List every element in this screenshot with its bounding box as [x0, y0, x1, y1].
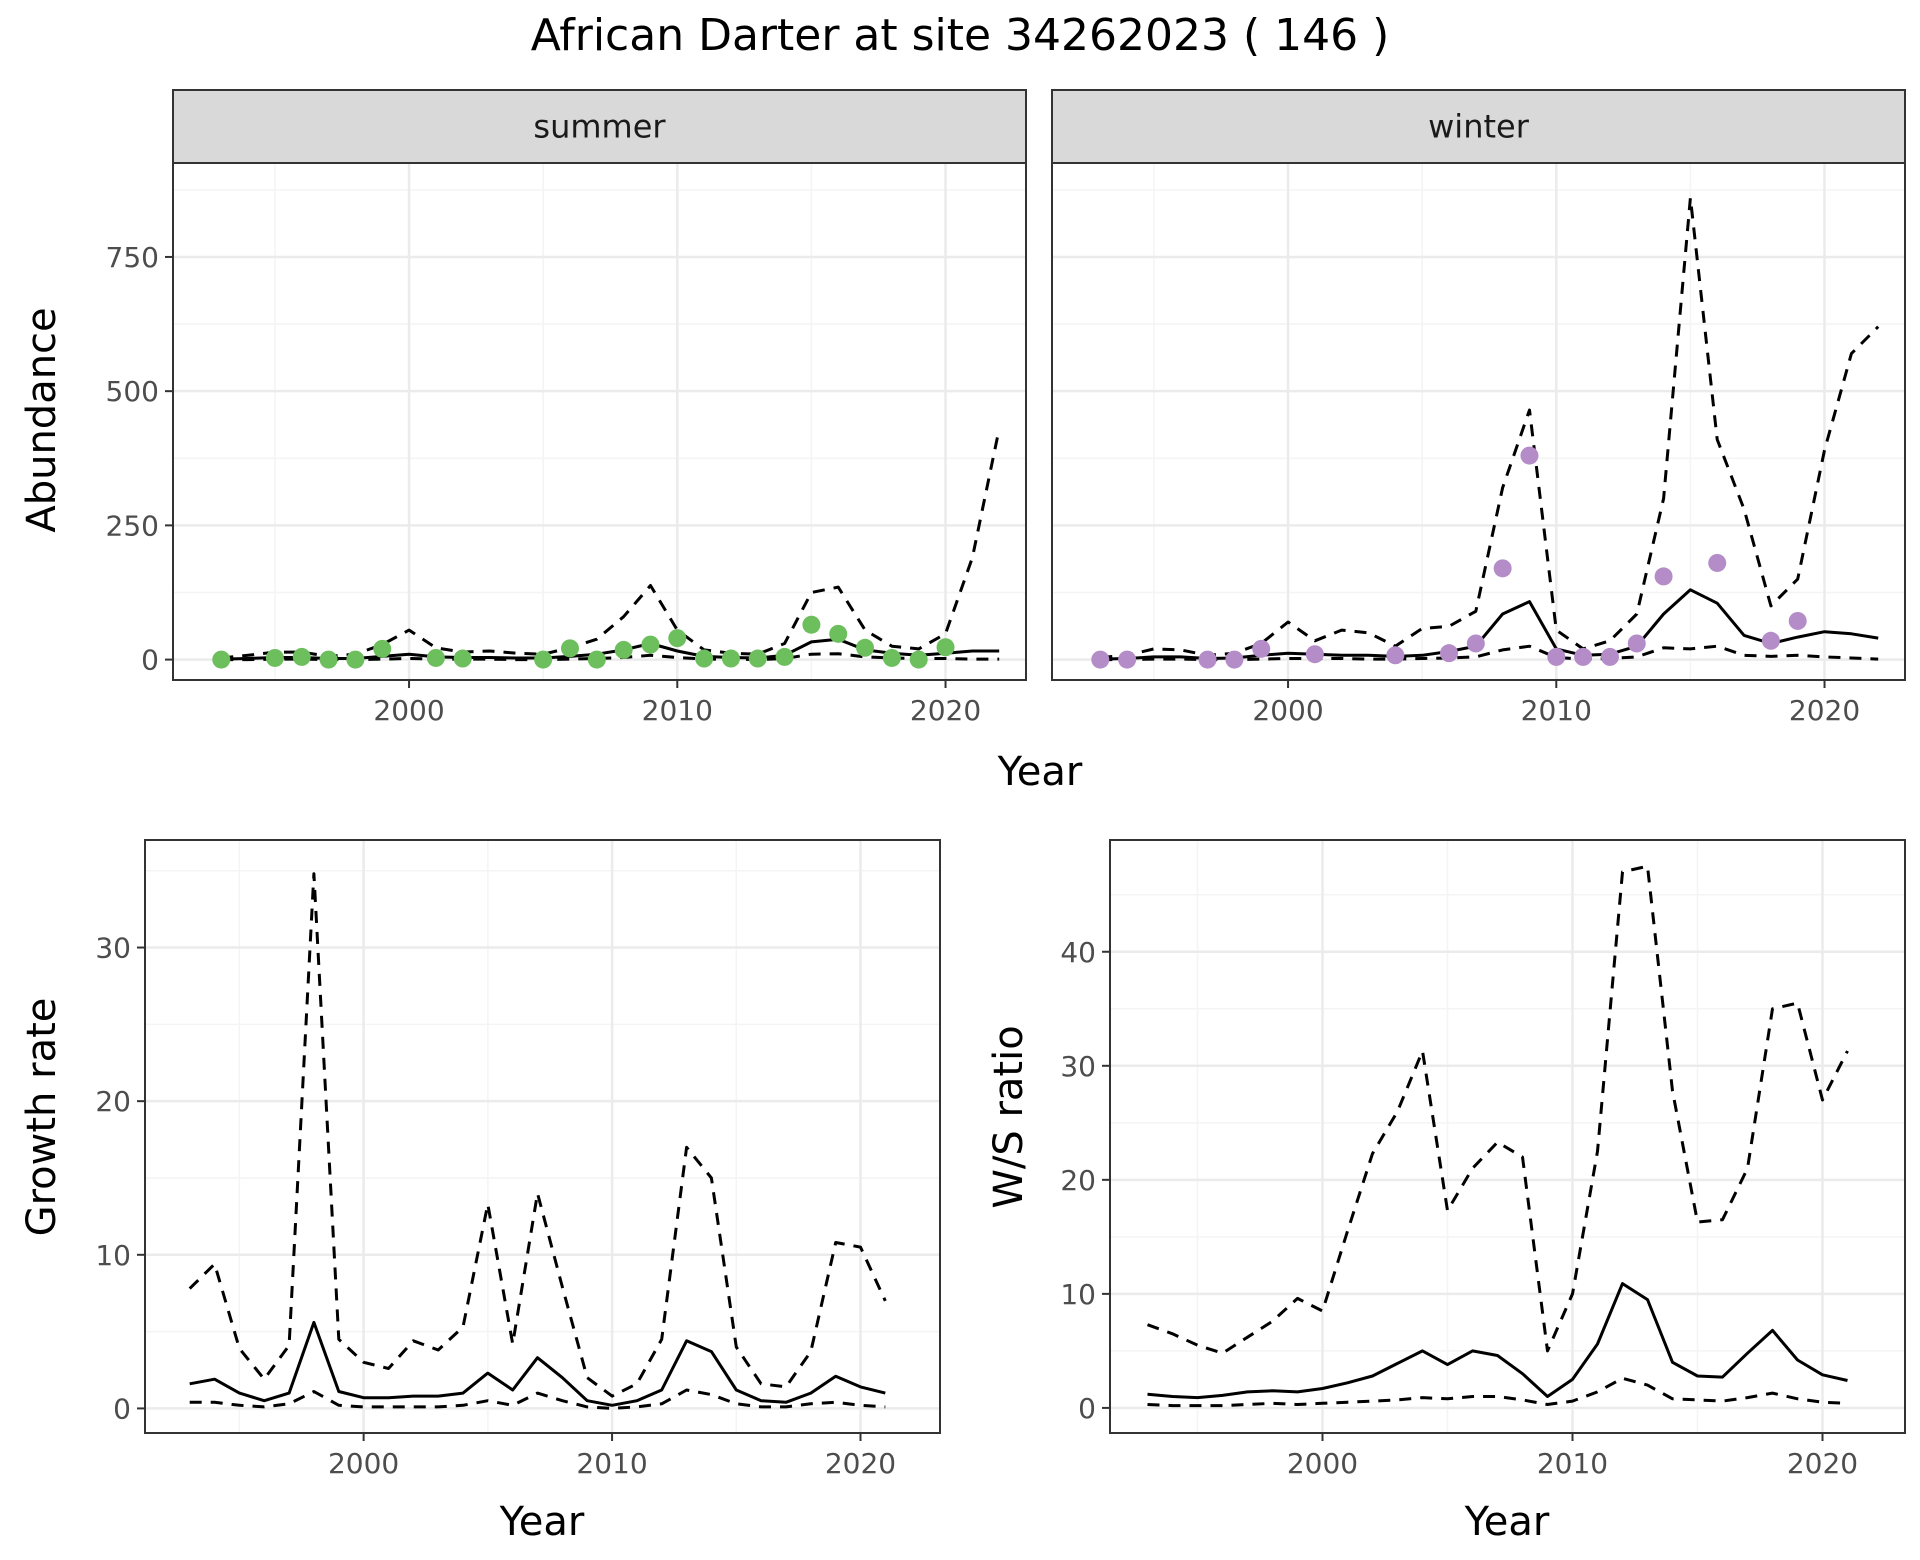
facet-strip-label: winter — [1428, 108, 1530, 146]
data-point — [319, 650, 338, 669]
panel-abundance-winter: winter 2000 2010 2020 — [1051, 89, 1906, 727]
x-axis-label: Year — [997, 749, 1083, 795]
data-point — [1091, 650, 1110, 669]
y-tick-label: 10 — [1060, 1278, 1096, 1311]
plot-background — [173, 163, 1026, 680]
x-tick-label: 2000 — [328, 1447, 399, 1480]
data-point — [1439, 644, 1458, 663]
data-point — [426, 648, 445, 667]
data-point — [1708, 553, 1727, 572]
data-point — [1466, 634, 1485, 653]
x-axis-label: Year — [1464, 1499, 1550, 1545]
panel-border — [144, 839, 941, 1434]
data-point — [1118, 650, 1137, 669]
y-tick-label: 250 — [106, 509, 159, 542]
data-point — [453, 649, 472, 668]
x-tick-label: 2000 — [373, 694, 444, 727]
data-point — [560, 639, 579, 658]
data-point — [802, 615, 821, 634]
y-tick-label: 500 — [106, 375, 159, 408]
series-line-estimate — [189, 1320, 886, 1407]
x-tick-label: 2010 — [1521, 694, 1592, 727]
series-line-lower — [189, 1388, 886, 1410]
data-point — [909, 650, 928, 669]
data-point — [882, 648, 901, 667]
x-tick-label: 2020 — [1789, 694, 1860, 727]
data-point — [614, 640, 633, 659]
data-point — [721, 649, 740, 668]
plot-background — [1052, 163, 1905, 680]
y-tick-label: 20 — [1060, 1164, 1096, 1197]
x-tick-label: 2010 — [1537, 1447, 1608, 1480]
data-point — [346, 650, 365, 669]
y-axis-label: Growth rate — [19, 998, 65, 1237]
data-point — [748, 649, 767, 668]
data-point — [265, 648, 284, 667]
data-point — [1547, 647, 1566, 666]
data-point — [1493, 559, 1512, 578]
y-tick-label: 0 — [113, 1392, 131, 1425]
y-tick-label: 750 — [106, 241, 159, 274]
data-point — [212, 650, 231, 669]
plot-background — [145, 840, 940, 1433]
data-point — [641, 635, 660, 654]
series-line-estimate — [1147, 1282, 1848, 1400]
x-tick-label: 2020 — [825, 1447, 896, 1480]
x-tick-label: 2020 — [1787, 1447, 1858, 1480]
x-tick-label: 2020 — [910, 694, 981, 727]
data-point — [936, 638, 955, 657]
y-tick-label: 20 — [95, 1085, 131, 1118]
data-point — [668, 629, 687, 648]
data-point — [829, 624, 848, 643]
data-point — [1386, 646, 1405, 665]
data-point — [856, 638, 875, 657]
data-point — [534, 650, 553, 669]
plot-background — [1110, 840, 1905, 1433]
y-tick-label: 40 — [1060, 936, 1096, 969]
y-tick-label: 10 — [95, 1239, 131, 1272]
data-point — [1574, 647, 1593, 666]
data-point — [775, 647, 794, 666]
data-point — [1198, 650, 1217, 669]
data-point — [695, 649, 714, 668]
data-point — [1305, 645, 1324, 664]
data-point — [1761, 631, 1780, 650]
data-point — [587, 650, 606, 669]
x-tick-label: 2010 — [576, 1447, 647, 1480]
y-tick-label: 30 — [1060, 1050, 1096, 1083]
panel-ws-ratio: 2000 2010 2020 0 10 20 30 40 — [1060, 839, 1906, 1480]
y-axis-label: Abundance — [19, 307, 65, 532]
panel-growth-rate: 2000 2010 2020 0 10 20 30 — [95, 839, 941, 1480]
data-point — [1252, 639, 1271, 658]
data-point — [1600, 647, 1619, 666]
x-axis-label: Year — [499, 1499, 585, 1545]
series-line-lower — [1147, 1376, 1848, 1408]
y-tick-label: 0 — [1078, 1392, 1096, 1425]
data-point — [292, 647, 311, 666]
data-point — [1788, 611, 1807, 630]
x-tick-label: 2000 — [1287, 1447, 1358, 1480]
panel-border — [1109, 839, 1906, 1434]
x-tick-label: 2010 — [642, 694, 713, 727]
y-tick-label: 0 — [141, 644, 159, 677]
data-point — [1520, 446, 1539, 465]
facet-strip — [1051, 89, 1906, 164]
y-tick-label: 30 — [95, 932, 131, 965]
data-point — [1654, 567, 1673, 586]
data-point — [373, 639, 392, 658]
facet-strip-label: summer — [533, 108, 666, 146]
data-point — [1627, 634, 1646, 653]
panel-abundance-summer: summer 2000 2010 2020 0 250 500 750 — [106, 89, 1027, 727]
facet-strip — [172, 89, 1027, 164]
data-point — [1225, 650, 1244, 669]
x-tick-label: 2000 — [1252, 694, 1323, 727]
chart-title: African Darter at site 34262023 ( 146 ) — [531, 10, 1390, 61]
series-line-upper — [1146, 864, 1849, 1355]
y-axis-label: W/S ratio — [986, 1025, 1032, 1208]
